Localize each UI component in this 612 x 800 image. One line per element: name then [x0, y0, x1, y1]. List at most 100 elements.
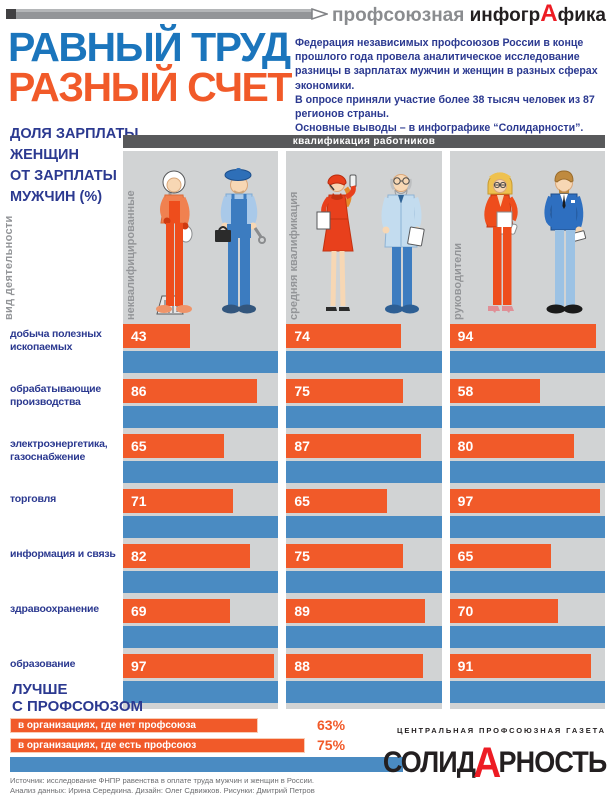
bar-women-share: 65: [123, 434, 224, 458]
bar-men-baseline: [286, 681, 442, 703]
union-baseline-bar: [10, 757, 403, 772]
bar-no-union: в организациях, где нет профсоюза: [10, 718, 258, 733]
bar-men-baseline: [286, 461, 442, 483]
bar-women-share: 80: [449, 434, 574, 458]
bar-women-share: 97: [123, 654, 274, 678]
series-kicker: профсоюзная инфогрАфика: [332, 0, 606, 28]
row-label-trade: торговля: [10, 493, 56, 505]
bar-men-baseline: [286, 351, 442, 373]
bar-value: 75: [294, 548, 310, 564]
bar-men-baseline: [123, 461, 279, 483]
with-union-percent: 75%: [317, 737, 346, 753]
bar-women-share: 94: [449, 324, 596, 348]
bar-men-baseline: [123, 626, 279, 648]
bar-men-baseline: [123, 571, 279, 593]
illustration-leaders: руководители: [450, 151, 605, 324]
bar-value: 69: [131, 603, 147, 619]
bar-value: 71: [131, 493, 147, 509]
share-axis-heading: ДОЛЯ ЗАРПЛАТЫ ЖЕНЩИН ОТ ЗАРПЛАТЫ МУЖЧИН …: [10, 126, 139, 205]
bar-value: 43: [131, 328, 147, 344]
illustration-mid-qualified: средняя квалификация: [286, 151, 441, 324]
bar-with-union-label: в организациях, где есть профсоюз: [18, 740, 197, 751]
bar-value: 80: [457, 438, 474, 454]
no-union-percent: 63%: [317, 717, 346, 733]
bar-value: 97: [457, 493, 474, 509]
bar-women-share: 65: [449, 544, 551, 568]
bar-women-share: 71: [123, 489, 234, 513]
operator-woman-illustration: [316, 174, 357, 311]
bar-women-share: 43: [123, 324, 190, 348]
row-label-it: информация и связь: [10, 548, 116, 560]
union-section-heading: ЛУЧШЕ С ПРОФСОЮЗОМ: [12, 681, 144, 715]
bar-men-baseline: [123, 406, 279, 428]
title-line-2: РАЗНЫЙ СЧЕТ: [8, 64, 292, 110]
group-label-mid: средняя квалификация: [288, 191, 301, 320]
group-label-unskilled: неквалифицированные: [125, 190, 137, 320]
kicker-red-letter: А: [540, 0, 558, 27]
bar-women-share: 97: [449, 489, 601, 513]
bars-mid-qualified: 74 75 87 65 75 89 88: [286, 324, 442, 703]
union-bar-row: в организациях, где нет профсоюза 63%: [10, 718, 403, 733]
bar-value: 65: [457, 548, 474, 564]
logo-text-pre: СОЛИД: [382, 746, 475, 779]
bar-men-baseline: [449, 681, 605, 703]
bar-men-baseline: [123, 516, 279, 538]
bar-men-baseline: [449, 571, 605, 593]
bar-men-baseline: [123, 351, 279, 373]
bar-with-union: в организациях, где есть профсоюз: [10, 738, 305, 753]
bar-men-baseline: [449, 351, 605, 373]
bar-value: 70: [457, 603, 474, 619]
bar-women-share: 82: [123, 544, 251, 568]
bar-women-share: 87: [286, 434, 422, 458]
bar-men-baseline: [123, 681, 279, 703]
bar-no-union-label: в организациях, где нет профсоюза: [18, 720, 196, 731]
bar-women-share: 74: [286, 324, 402, 348]
bar-women-share: 58: [449, 379, 540, 403]
bar-women-share: 75: [286, 544, 403, 568]
bar-value: 87: [294, 438, 310, 454]
union-comparison: в организациях, где нет профсоюза 63% в …: [10, 718, 403, 772]
bar-women-share: 70: [449, 599, 559, 623]
kicker-gray-text: профсоюзная: [332, 5, 470, 26]
bar-women-share: 89: [286, 599, 425, 623]
solidarnost-logo: СОЛИДАРНОСТЬ: [382, 734, 607, 787]
bar-value: 88: [294, 658, 310, 674]
page-title: РАВНЫЙ ТРУД РАЗНЫЙ СЧЕТ: [8, 24, 292, 110]
intro-paragraph: Федерация независимых профсоюзов России …: [295, 37, 598, 135]
logo-red-letter: А: [472, 739, 501, 787]
kicker-black-text2: фика: [557, 5, 606, 26]
kicker-black-text: инфогр: [469, 5, 541, 26]
chart-columns: неквалифицированные: [123, 151, 605, 709]
bar-men-baseline: [286, 571, 442, 593]
manager-man-illustration: [544, 170, 587, 314]
bars-leaders: 94 58 80 97 65 70 91: [449, 324, 605, 703]
column-mid-qualified: средняя квалификация: [286, 151, 442, 709]
logo-text-post: РНОСТЬ: [498, 746, 607, 779]
cleaner-woman-illustration: [155, 170, 193, 315]
bar-value: 97: [131, 658, 147, 674]
bar-men-baseline: [449, 516, 605, 538]
source-credits: Источник: исследование ФНПР равенства в …: [10, 776, 315, 795]
title-line-1: РАВНЫЙ ТРУД: [8, 24, 291, 70]
bar-women-share: 88: [286, 654, 424, 678]
row-label-mining: добыча полезных ископаемых: [10, 328, 102, 353]
bar-value: 58: [457, 383, 474, 399]
bar-women-share: 65: [286, 489, 388, 513]
bar-women-share: 75: [286, 379, 403, 403]
bar-value: 86: [131, 383, 147, 399]
row-label-healthcare: здравоохранение: [10, 603, 99, 615]
bar-value: 82: [131, 548, 147, 564]
group-label-leaders: руководители: [451, 243, 464, 320]
column-unskilled: неквалифицированные: [123, 151, 279, 709]
bar-value: 74: [294, 328, 310, 344]
row-label-manufacturing: обрабатывающие производства: [10, 383, 102, 408]
bar-value: 91: [457, 658, 474, 674]
doctor-man-illustration: [381, 174, 425, 314]
union-bar-row: в организациях, где есть профсоюз 75%: [10, 738, 403, 753]
bar-women-share: 86: [123, 379, 257, 403]
row-label-energy: электроэнергетика, газоснабжение: [10, 438, 108, 463]
bar-value: 65: [294, 493, 310, 509]
bar-value: 94: [457, 328, 474, 344]
bars-unskilled: 43 86 65 71 82 69 97: [123, 324, 279, 703]
